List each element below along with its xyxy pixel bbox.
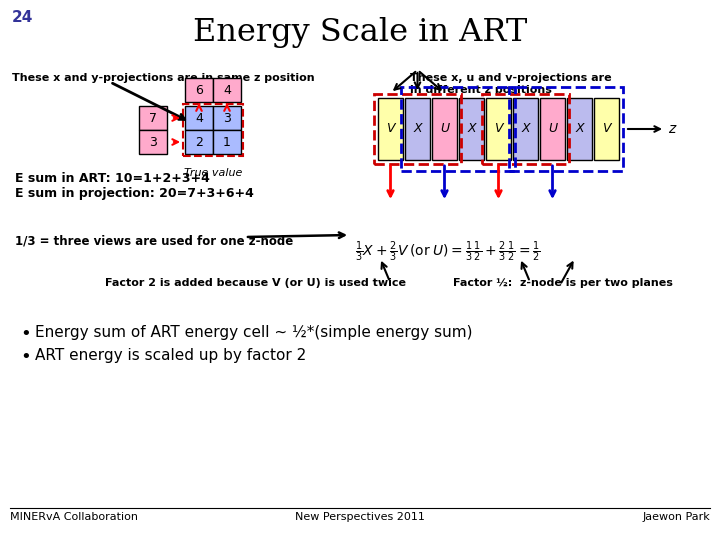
Bar [185,106,213,130]
Text: MINERvA Collaboration: MINERvA Collaboration [10,512,138,522]
Bar [183,104,243,156]
Bar [139,130,167,154]
Text: 6: 6 [195,84,203,97]
Text: •: • [20,348,31,366]
Text: These x, u and v-projections are: These x, u and v-projections are [410,73,611,83]
Bar [374,94,461,164]
Text: V: V [494,123,503,136]
Bar [401,87,515,171]
Bar [513,98,538,160]
Text: New Perspectives 2011: New Perspectives 2011 [295,512,425,522]
Text: Energy sum of ART energy cell ~ ½*(simple energy sum): Energy sum of ART energy cell ~ ½*(simpl… [35,325,472,340]
Text: Energy Scale in ART: Energy Scale in ART [193,17,527,48]
Text: in different z positions: in different z positions [410,85,552,95]
Text: Jaewon Park: Jaewon Park [642,512,710,522]
Text: Factor 2 is added because V (or U) is used twice: Factor 2 is added because V (or U) is us… [105,278,406,288]
Text: 7: 7 [149,111,157,125]
Bar [213,130,241,154]
Bar [213,106,241,130]
Text: X: X [467,123,476,136]
Text: E sum in ART: 10=1+2+3+4: E sum in ART: 10=1+2+3+4 [15,172,210,185]
Bar [405,98,430,160]
Text: These x and y-projections are in same z position: These x and y-projections are in same z … [12,73,315,83]
Bar [432,98,457,160]
Bar [594,98,619,160]
Text: $\frac{1}{3}X + \frac{2}{3}V\,(\mathrm{or}\;U) = \frac{1\;1}{3\;2} + \frac{2\;1}: $\frac{1}{3}X + \frac{2}{3}V\,(\mathrm{o… [355,240,541,265]
Text: 3: 3 [223,111,231,125]
Text: Factor ½:  z-node is per two planes: Factor ½: z-node is per two planes [453,278,673,288]
Text: 24: 24 [12,10,33,25]
Bar [482,94,569,164]
Text: 1/3 = three views are used for one z-node: 1/3 = three views are used for one z-nod… [15,235,293,248]
Bar [509,87,623,171]
Bar [540,98,565,160]
Text: U: U [440,123,449,136]
Text: 3: 3 [149,136,157,148]
Text: X: X [521,123,530,136]
Bar [378,98,403,160]
Text: 4: 4 [223,84,231,97]
Text: 4: 4 [195,111,203,125]
Text: X: X [575,123,584,136]
Bar [139,106,167,130]
Bar [486,98,511,160]
Text: z: z [668,122,675,136]
Bar [185,130,213,154]
Text: ART energy is scaled up by factor 2: ART energy is scaled up by factor 2 [35,348,306,363]
Text: U: U [548,123,557,136]
Text: •: • [20,325,31,343]
Text: 2: 2 [195,136,203,148]
Text: X: X [413,123,422,136]
Text: True value: True value [184,168,242,178]
Bar [567,98,592,160]
Text: V: V [602,123,611,136]
Bar [213,78,241,102]
Text: V: V [386,123,395,136]
Bar [185,78,213,102]
Text: E sum in projection: 20=7+3+6+4: E sum in projection: 20=7+3+6+4 [15,187,254,200]
Bar [459,98,484,160]
Text: 1: 1 [223,136,231,148]
